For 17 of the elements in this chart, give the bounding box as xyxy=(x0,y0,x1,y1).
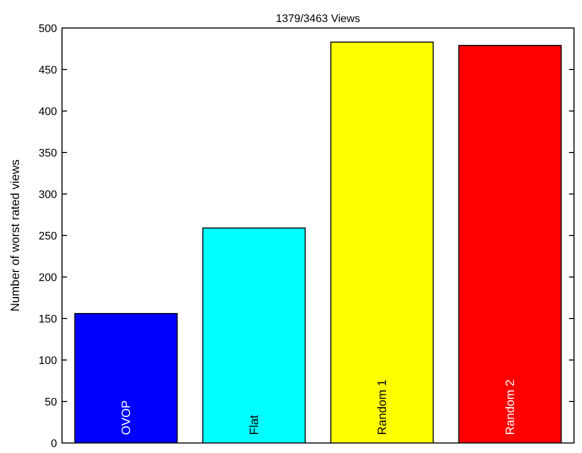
y-tick-label: 250 xyxy=(38,230,57,242)
y-tick-label: 0 xyxy=(50,438,57,450)
x-tick-label: OVOP xyxy=(119,400,133,435)
x-tick-label: Random 2 xyxy=(503,379,517,435)
y-tick-label: 100 xyxy=(38,354,57,367)
y-axis-title: Number of worst rated views xyxy=(8,159,22,312)
x-tick-label: Random 1 xyxy=(375,379,389,435)
x-tick-label: Flat xyxy=(247,414,261,435)
chart-title: 1379/3463 Views xyxy=(276,13,361,25)
y-tick-label: 400 xyxy=(38,106,57,118)
y-tick-label: 50 xyxy=(44,396,57,408)
y-tick-label: 450 xyxy=(38,64,57,76)
y-tick-label: 500 xyxy=(38,22,57,35)
y-tick-label: 300 xyxy=(38,188,57,201)
y-tick-label: 350 xyxy=(38,147,57,160)
y-tick-label: 200 xyxy=(38,272,57,284)
y-tick-label: 150 xyxy=(38,313,57,326)
